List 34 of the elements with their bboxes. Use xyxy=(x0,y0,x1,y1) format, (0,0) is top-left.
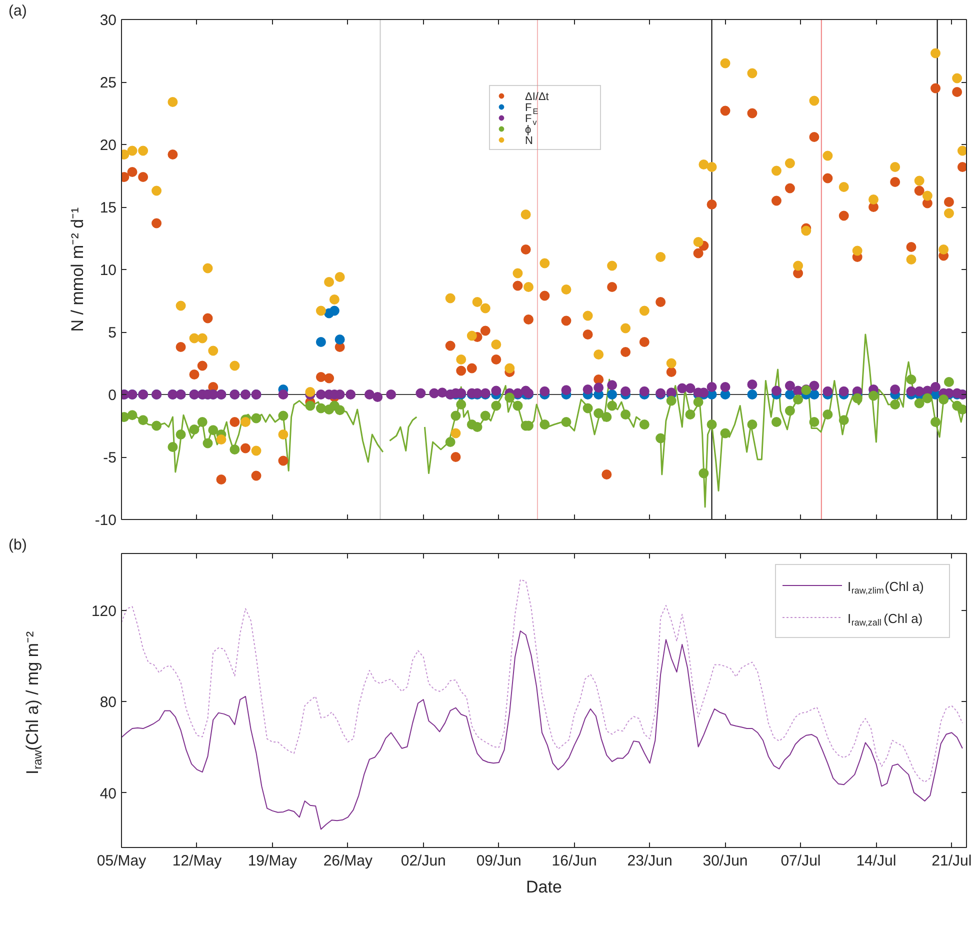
y-tick-label: -10 xyxy=(94,512,117,529)
x-tick-label: 26/May xyxy=(323,852,374,870)
legend-label: ϕ xyxy=(525,124,532,136)
y-tick-label: 0 xyxy=(108,387,116,404)
x-tick-label: 16/Jun xyxy=(552,852,597,870)
chart-title: (a) xyxy=(8,2,27,20)
x-tick-label: 12/May xyxy=(172,852,222,870)
y-tick-label: 30 xyxy=(100,12,117,29)
x-axis-title: Date xyxy=(526,878,562,896)
y-axis-title: Iraw(Chl a) / mg m⁻² xyxy=(23,630,45,774)
legend-label: ΔI/Δt xyxy=(525,91,549,103)
y-tick-label: 5 xyxy=(108,324,116,342)
x-tick-label: 23/Jun xyxy=(627,852,672,870)
y-tick-label: 120 xyxy=(91,602,117,620)
x-tick-label: 30/Jun xyxy=(702,852,748,870)
legend-label: N xyxy=(525,135,533,147)
x-tick-label: 19/May xyxy=(248,852,298,870)
y-tick-label: 20 xyxy=(100,137,117,154)
y-tick-label: -5 xyxy=(103,450,117,466)
x-tick-label: 09/Jun xyxy=(476,852,522,870)
x-tick-label: 07/Jul xyxy=(780,852,821,870)
y-tick-label: 25 xyxy=(100,74,117,92)
x-tick-label: 21/Jul xyxy=(932,852,972,870)
y-tick-label: 15 xyxy=(100,200,117,216)
y-tick-label: 80 xyxy=(100,694,117,712)
y-axis-title: N / mmol m⁻² d⁻¹ xyxy=(68,206,87,332)
y-tick-label: 10 xyxy=(100,262,117,279)
x-tick-label: 05/May xyxy=(96,852,147,870)
x-tick-label: 02/Jun xyxy=(400,852,446,870)
line-series xyxy=(122,630,963,830)
x-tick-label: 14/Jul xyxy=(856,852,896,870)
y-tick-label: 40 xyxy=(100,785,117,802)
chart-title: (b) xyxy=(8,536,27,554)
line-series xyxy=(122,579,963,783)
